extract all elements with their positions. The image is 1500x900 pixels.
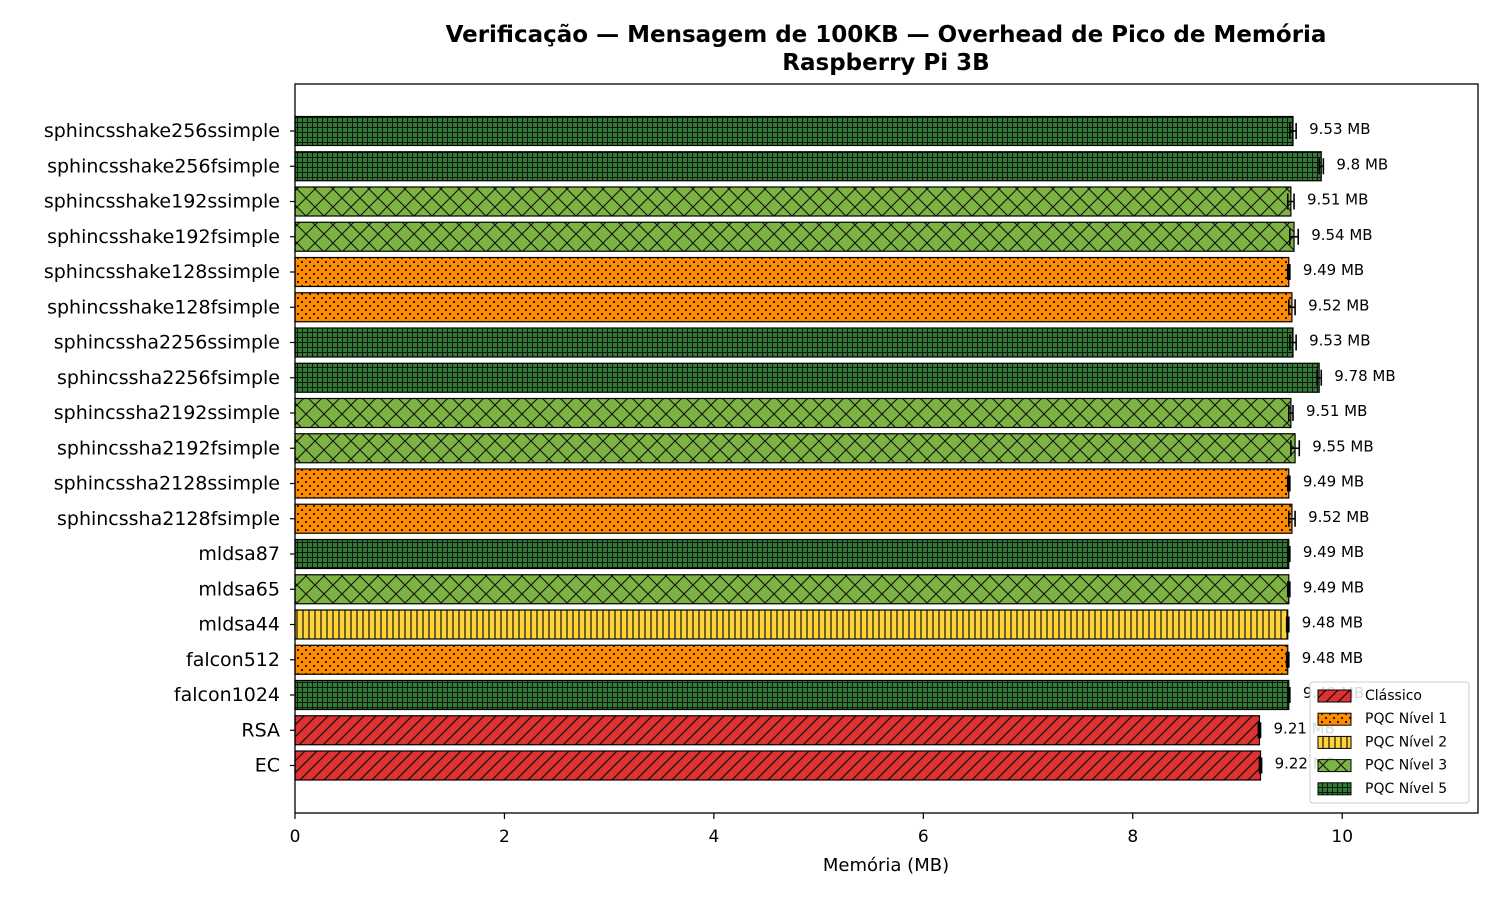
bar-sphincsshake256fsimple bbox=[294, 151, 1322, 182]
bar-EC bbox=[294, 750, 1262, 781]
bar-sphincssha2192ssimple bbox=[294, 397, 1292, 429]
legend-label-n3: PQC Nível 3 bbox=[1365, 758, 1447, 774]
data-label-sphincssha2128ssimple: 9.49 MB bbox=[1303, 473, 1364, 491]
data-label-sphincsshake192fsimple: 9.54 MB bbox=[1311, 226, 1372, 244]
legend-label-n2: PQC Nível 2 bbox=[1365, 734, 1447, 750]
y-tick-label-RSA: RSA bbox=[241, 719, 280, 741]
bar-sphincssha2128fsimple bbox=[294, 503, 1293, 534]
chart-subtitle: Raspberry Pi 3B bbox=[782, 50, 989, 76]
y-tick-label-mldsa87: mldsa87 bbox=[198, 543, 280, 565]
y-tick-label-sphincssha2256ssimple: sphincssha2256ssimple bbox=[54, 332, 280, 354]
data-label-sphincssha2256ssimple: 9.53 MB bbox=[1309, 332, 1370, 350]
data-label-sphincsshake128ssimple: 9.49 MB bbox=[1303, 261, 1364, 279]
bar-falcon1024 bbox=[294, 679, 1290, 711]
y-tick-label-sphincsshake192fsimple: sphincsshake192fsimple bbox=[47, 226, 280, 248]
bar-mldsa44 bbox=[294, 609, 1289, 640]
data-label-sphincsshake192ssimple: 9.51 MB bbox=[1307, 191, 1368, 209]
bar-sphincsshake192fsimple bbox=[294, 221, 1295, 252]
bars-layer bbox=[294, 115, 1325, 781]
chart-title: Verificação — Mensagem de 100KB — Overhe… bbox=[446, 22, 1327, 48]
bar-sphincsshake256ssimple bbox=[294, 115, 1294, 147]
legend-label-classic: Clássico bbox=[1365, 688, 1422, 704]
y-tick-label-sphincsshake128fsimple: sphincsshake128fsimple bbox=[47, 296, 280, 318]
legend-swatch-n2 bbox=[1317, 735, 1352, 749]
x-tick-label-0: 0 bbox=[290, 827, 301, 847]
bar-mldsa87 bbox=[294, 538, 1290, 570]
y-tick-label-falcon512: falcon512 bbox=[186, 649, 280, 671]
data-label-falcon512: 9.48 MB bbox=[1302, 649, 1363, 667]
bar-falcon512 bbox=[294, 644, 1289, 675]
x-tick-label-6: 6 bbox=[918, 827, 929, 847]
data-label-sphincsshake128fsimple: 9.52 MB bbox=[1308, 296, 1369, 314]
x-tick-label-8: 8 bbox=[1127, 827, 1138, 847]
legend-box bbox=[1309, 681, 1470, 804]
y-tick-label-sphincsshake256ssimple: sphincsshake256ssimple bbox=[44, 120, 280, 142]
y-tick-label-sphincssha2192fsimple: sphincssha2192fsimple bbox=[57, 437, 280, 459]
y-tick-label-sphincsshake256fsimple: sphincsshake256fsimple bbox=[47, 155, 280, 177]
y-tick-label-sphincssha2128fsimple: sphincssha2128fsimple bbox=[57, 508, 280, 530]
x-tick-label-10: 10 bbox=[1331, 827, 1353, 847]
data-label-sphincssha2256fsimple: 9.78 MB bbox=[1334, 367, 1395, 385]
bar-sphincsshake128fsimple bbox=[294, 292, 1293, 323]
y-tick-label-mldsa44: mldsa44 bbox=[198, 614, 280, 636]
bar-sphincssha2128ssimple bbox=[294, 468, 1290, 499]
x-tick-label-2: 2 bbox=[499, 827, 510, 847]
data-label-mldsa65: 9.49 MB bbox=[1303, 578, 1364, 596]
data-label-sphincsshake256fsimple: 9.8 MB bbox=[1336, 155, 1388, 173]
data-label-sphincssha2192ssimple: 9.51 MB bbox=[1306, 402, 1367, 420]
legend-swatch-classic bbox=[1317, 689, 1352, 703]
y-tick-label-mldsa65: mldsa65 bbox=[198, 578, 280, 600]
y-tick-label-falcon1024: falcon1024 bbox=[174, 684, 280, 706]
data-label-mldsa87: 9.49 MB bbox=[1303, 543, 1364, 561]
x-axis-label: Memória (MB) bbox=[823, 855, 949, 876]
legend-label-n1: PQC Nível 1 bbox=[1365, 711, 1447, 727]
data-label-sphincssha2128fsimple: 9.52 MB bbox=[1308, 508, 1369, 526]
legend-swatch-n3 bbox=[1317, 759, 1352, 773]
data-label-sphincssha2192fsimple: 9.55 MB bbox=[1312, 437, 1373, 455]
bar-sphincssha2256fsimple bbox=[294, 362, 1320, 393]
legend-swatch-n5 bbox=[1317, 782, 1352, 796]
bar-sphincsshake192ssimple bbox=[294, 186, 1292, 217]
y-tick-label-EC: EC bbox=[255, 755, 280, 777]
y-tick-label-sphincssha2256fsimple: sphincssha2256fsimple bbox=[57, 367, 280, 389]
bar-sphincssha2192fsimple bbox=[294, 433, 1296, 464]
bar-RSA bbox=[294, 715, 1261, 746]
y-tick-label-sphincssha2128ssimple: sphincssha2128ssimple bbox=[54, 473, 280, 495]
legend-swatch-n1 bbox=[1317, 712, 1352, 726]
y-tick-label-sphincsshake128ssimple: sphincsshake128ssimple bbox=[44, 261, 280, 283]
x-axis-ticks: 0 2 4 6 8 10 bbox=[290, 813, 1353, 847]
bar-sphincssha2256ssimple bbox=[294, 327, 1294, 358]
data-label-sphincsshake256ssimple: 9.53 MB bbox=[1309, 120, 1370, 138]
legend-label-n5: PQC Nível 5 bbox=[1365, 781, 1447, 797]
bar-mldsa65 bbox=[294, 574, 1290, 605]
plot-frame bbox=[294, 83, 1479, 814]
data-label-mldsa44: 9.48 MB bbox=[1302, 614, 1363, 632]
y-tick-labels: sphincsshake256ssimple sphincsshake256fsi… bbox=[44, 120, 295, 777]
x-tick-label-4: 4 bbox=[708, 827, 719, 847]
legend: Clássico PQC Nível 1 PQC Nível 2 PQC Nível … bbox=[1309, 681, 1470, 804]
bar-sphincsshake128ssimple bbox=[294, 256, 1290, 288]
y-tick-label-sphincssha2192ssimple: sphincssha2192ssimple bbox=[54, 402, 280, 424]
y-tick-label-sphincsshake192ssimple: sphincsshake192ssimple bbox=[44, 191, 280, 213]
